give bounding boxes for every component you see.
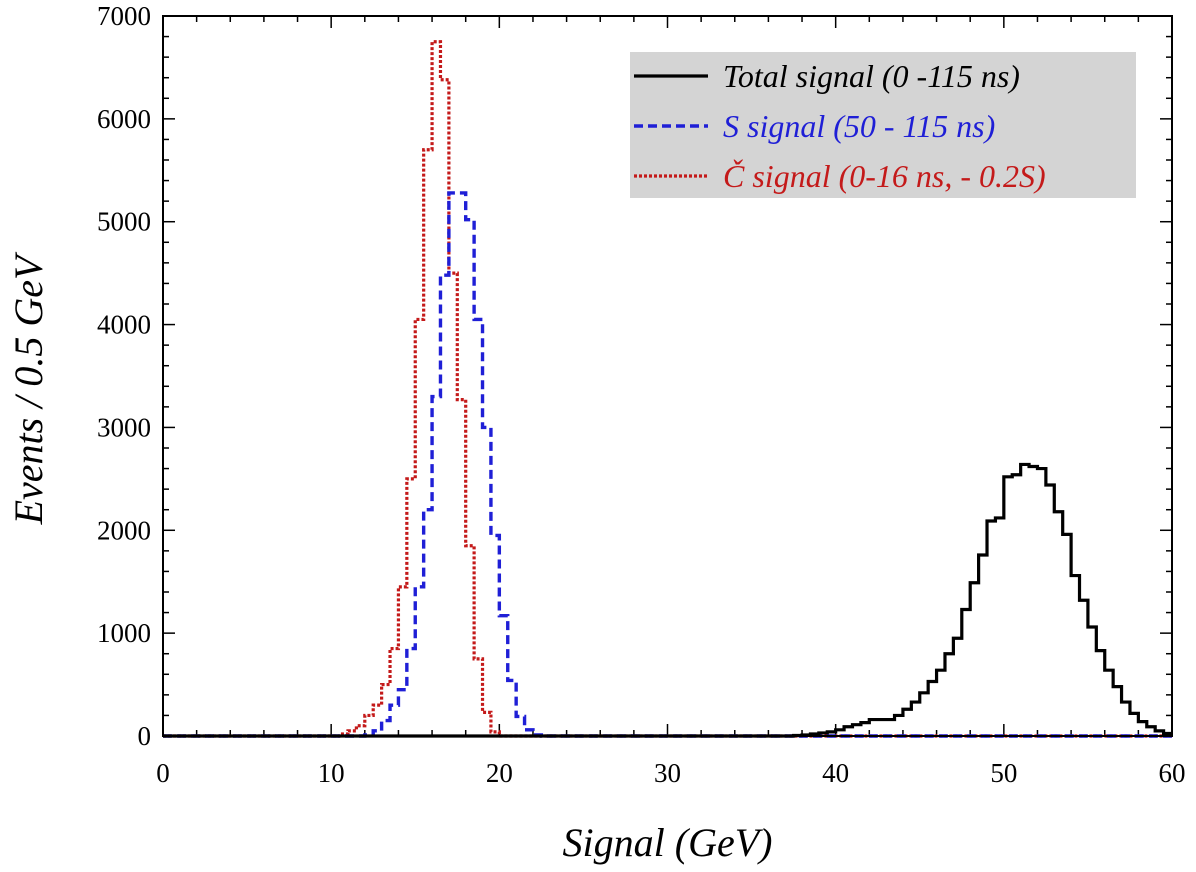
- series-line: [163, 462, 1172, 738]
- x-tick-label: 50: [990, 758, 1017, 788]
- tick-labels: 0 10 20 30 40 50 60 0 1000 2000 3000 4000 5000 6000 70…: [97, 1, 1186, 788]
- x-tick-label: 20: [486, 758, 513, 788]
- y-axis-title: Events / 0.5 GeV: [6, 251, 51, 525]
- x-tick-label: 10: [318, 758, 345, 788]
- x-tick-label: 30: [654, 758, 681, 788]
- legend-label: S signal (50 - 115 ns): [723, 108, 995, 144]
- y-tick-label: 1000: [97, 618, 151, 648]
- y-tick-label: 4000: [97, 310, 151, 340]
- legend-label: Č signal (0-16 ns, - 0.2S): [723, 158, 1046, 194]
- x-tick-label: 40: [822, 758, 849, 788]
- plot-frame: [162, 15, 1173, 737]
- y-tick-label: 5000: [97, 207, 151, 237]
- x-axis-title: Signal (GeV): [563, 820, 773, 865]
- y-tick-label: 0: [138, 721, 152, 751]
- legend-background: [630, 52, 1136, 198]
- x-tick-label: 0: [156, 758, 170, 788]
- y-tick-label: 7000: [97, 1, 151, 31]
- x-tick-label: 60: [1159, 758, 1186, 788]
- y-tick-label: 6000: [97, 104, 151, 134]
- y-tick-label: 2000: [97, 515, 151, 545]
- y-tick-label: 3000: [97, 412, 151, 442]
- legend-label: Total signal (0 -115 ns): [723, 58, 1020, 94]
- legend: Total signal (0 -115 ns) S signal (50 - 1…: [630, 52, 1136, 198]
